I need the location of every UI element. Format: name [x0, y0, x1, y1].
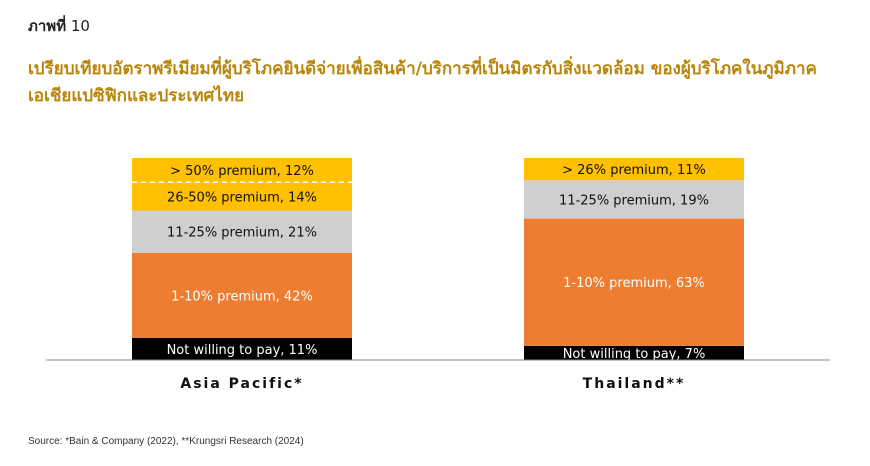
segment-label-1-0: Not willing to pay, 7% [563, 347, 706, 362]
segment-label-0-0: Not willing to pay, 11% [167, 343, 318, 358]
segment-label-0-3: 26-50% premium, 14% [167, 190, 317, 205]
segment-label-0-2: 11-25% premium, 21% [167, 226, 317, 241]
category-label-1: Thailand** [583, 376, 686, 392]
bar-segment-0-4 [132, 158, 352, 183]
figure-label-prefix: ภาพที่ [28, 17, 67, 35]
figure-label-number: 10 [70, 17, 90, 35]
figure-label: ภาพที่ 10 [28, 14, 90, 38]
bar-segment-0-1 [132, 252, 352, 338]
bar-segment-0-0 [132, 337, 352, 360]
segment-label-1-3: > 26% premium, 11% [562, 163, 706, 178]
bar-segment-0-3 [132, 182, 352, 211]
segment-label-1-2: 11-25% premium, 19% [559, 193, 709, 208]
segment-label-0-1: 1-10% premium, 42% [171, 289, 313, 304]
bar-segment-1-3 [524, 158, 744, 181]
chart-title: เปรียบเทียบอัตราพรีเมียมที่ผู้บริโภคยินด… [28, 59, 817, 106]
bar-segment-0-2 [132, 210, 352, 253]
bar-segment-1-2 [524, 180, 744, 219]
bar-segment-1-1 [524, 218, 744, 346]
segment-label-1-1: 1-10% premium, 63% [563, 276, 705, 291]
bar-segment-1-0 [524, 345, 744, 360]
segment-label-0-4: > 50% premium, 12% [170, 164, 314, 179]
source-note: Source: *Bain & Company (2022), **Krungs… [28, 436, 304, 447]
category-label-0: Asia Pacific* [180, 376, 303, 392]
